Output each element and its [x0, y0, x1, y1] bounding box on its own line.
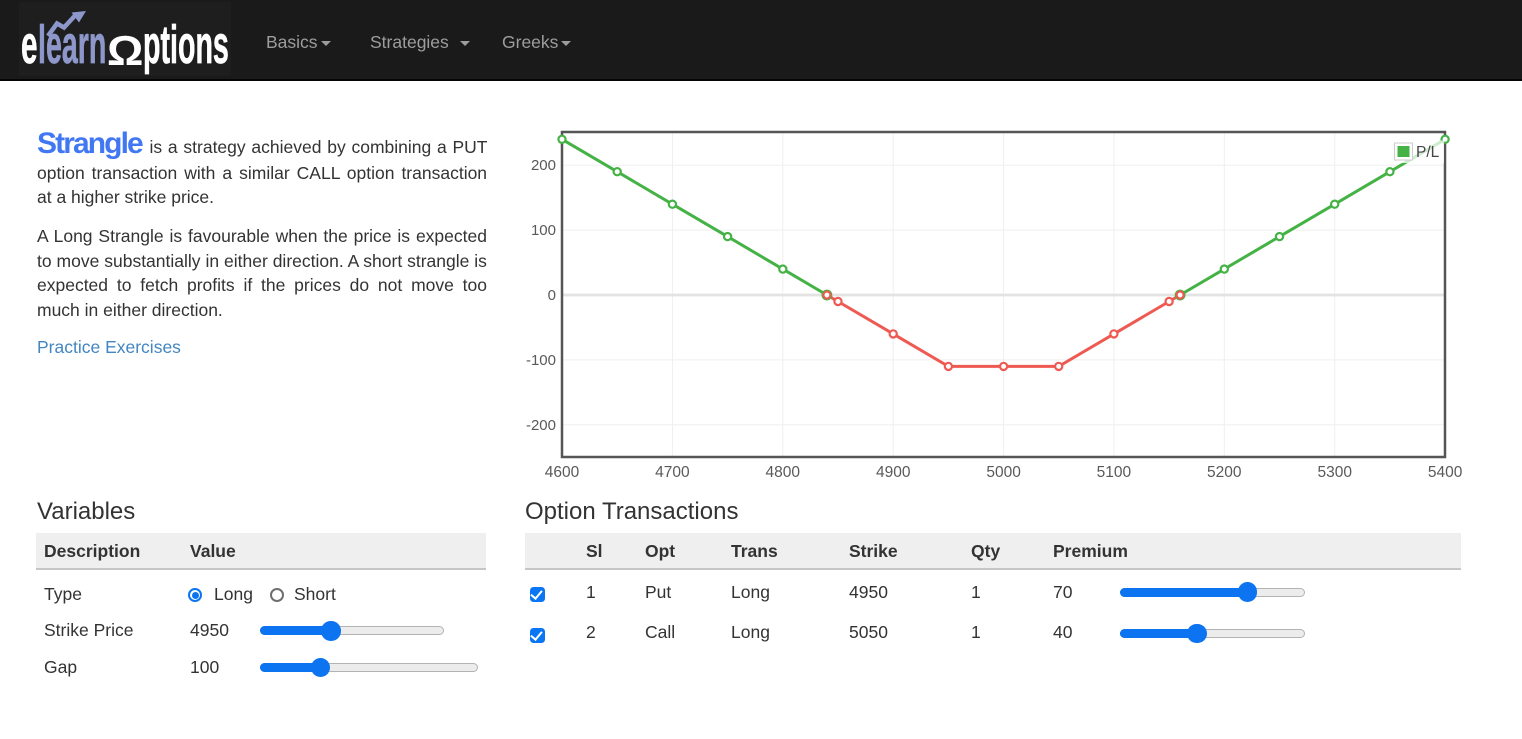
svg-text:200: 200: [531, 157, 556, 174]
svg-text:4900: 4900: [876, 464, 911, 481]
svg-text:-100: -100: [526, 352, 556, 369]
svg-text:P/L: P/L: [1416, 144, 1440, 161]
svg-text:-200: -200: [526, 417, 556, 434]
svg-text:100: 100: [531, 222, 556, 239]
svg-text:5000: 5000: [986, 464, 1021, 481]
svg-text:5400: 5400: [1428, 464, 1463, 481]
svg-text:4700: 4700: [655, 464, 690, 481]
svg-text:5100: 5100: [1097, 464, 1132, 481]
svg-text:4800: 4800: [766, 464, 801, 481]
svg-text:4600: 4600: [545, 464, 580, 481]
svg-text:0: 0: [548, 287, 556, 304]
svg-text:5200: 5200: [1207, 464, 1242, 481]
svg-text:5300: 5300: [1317, 464, 1352, 481]
